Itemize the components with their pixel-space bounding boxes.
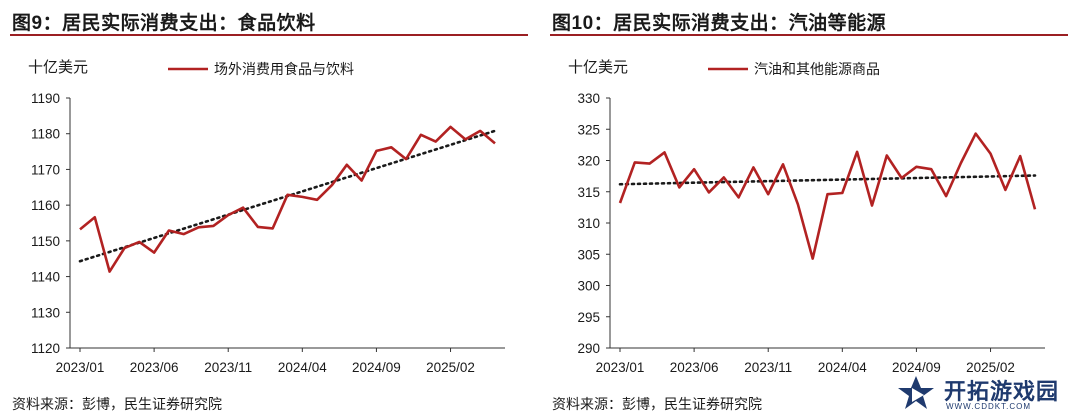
- y-tick-label: 305: [577, 247, 600, 262]
- x-tick-label: 2024/09: [892, 360, 941, 375]
- y-tick-label: 1170: [31, 162, 60, 177]
- y-tick-label: 300: [577, 279, 600, 294]
- y-tick-label: 1190: [31, 91, 60, 106]
- unit-label: 十亿美元: [28, 59, 88, 76]
- x-tick-label: 2025/02: [966, 360, 1015, 375]
- legend-label: 场外消费用食品与饮料: [214, 61, 354, 77]
- y-tick-label: 295: [577, 310, 600, 325]
- series-line: [79, 125, 496, 273]
- watermark-brand: 开拓游戏园: [944, 379, 1060, 404]
- line-chart-food-beverage: 十亿美元 场外消费用食品与饮料 1120 1130 1140 1150 1160 1170 11…: [28, 59, 505, 375]
- y-tick-label: 320: [577, 154, 600, 169]
- x-tick-label: 2023/01: [596, 360, 645, 375]
- figure-title: 图9：居民实际消费支出：食品饮料: [12, 13, 316, 34]
- x-tick-label: 2023/06: [670, 360, 719, 375]
- figure-title: 图10：居民实际消费支出：汽油等能源: [552, 13, 887, 34]
- title-divider: [10, 34, 528, 36]
- y-tick-label: 330: [577, 91, 600, 106]
- chart-panel-food: 图9：居民实际消费支出：食品饮料 十亿美元 场外消费用食品与饮料 1120 1130 1…: [10, 13, 528, 412]
- site-watermark: 开拓游戏园 WWW.CDDKT.COM: [890, 372, 1075, 416]
- y-tick-label: 1130: [31, 305, 60, 320]
- x-tick-label: 2024/09: [352, 360, 401, 375]
- trend-line: [618, 174, 1037, 186]
- title-divider: [550, 34, 1068, 36]
- y-tick-label: 310: [577, 216, 600, 231]
- y-tick-label: 1160: [31, 198, 60, 213]
- x-tick-label: 2024/04: [818, 360, 867, 375]
- y-tick-label: 315: [577, 185, 600, 200]
- y-tick-label: 1150: [31, 234, 60, 249]
- x-tick-label: 2023/01: [56, 360, 105, 375]
- x-tick-label: 2023/11: [744, 360, 792, 375]
- unit-label: 十亿美元: [568, 59, 628, 76]
- y-tick-label: 290: [577, 341, 600, 356]
- chart-panel-energy: 图10：居民实际消费支出：汽油等能源 十亿美元 汽油和其他能源商品 290 295 30…: [540, 0, 1080, 418]
- series-line: [618, 132, 1037, 260]
- x-tick-label: 2024/04: [278, 360, 327, 375]
- source-note: 资料来源：彭博，民生证券研究院: [12, 396, 222, 412]
- x-tick-label: 2023/06: [130, 360, 179, 375]
- watermark-url: WWW.CDDKT.COM: [946, 402, 1031, 411]
- y-tick-label: 1120: [31, 341, 60, 356]
- x-tick-label: 2025/02: [426, 360, 475, 375]
- x-tick-label: 2023/11: [204, 360, 252, 375]
- y-tick-label: 325: [577, 122, 600, 137]
- star-play-logo-icon: [898, 376, 934, 409]
- legend-label: 汽油和其他能源商品: [754, 61, 880, 77]
- line-chart-gasoline-energy: 十亿美元 汽油和其他能源商品 290 295 300 305 310 315 320 325 330…: [568, 59, 1045, 375]
- y-tick-label: 1180: [31, 127, 60, 142]
- source-note: 资料来源：彭博，民生证券研究院: [552, 396, 762, 412]
- y-tick-label: 1140: [31, 270, 60, 285]
